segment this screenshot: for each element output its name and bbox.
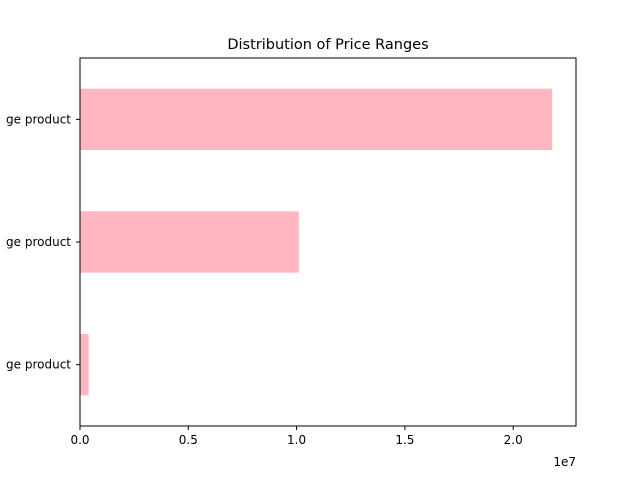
chart-title: Distribution of Price Ranges [227, 37, 428, 53]
x-axis-offset-label: 1e7 [553, 455, 576, 469]
bar-1 [80, 211, 299, 273]
bar-0 [80, 334, 89, 396]
y-axis-ticks: ge product ge product ge product [6, 112, 80, 372]
bar-2 [80, 88, 553, 150]
bars-group [80, 88, 553, 396]
x-tick-label-2: 1.0 [287, 433, 306, 447]
x-tick-label-3: 1.5 [395, 433, 414, 447]
x-tick-label-4: 2.0 [504, 433, 523, 447]
y-tick-label-2: ge product [6, 112, 71, 126]
x-tick-label-0: 0.0 [70, 433, 89, 447]
x-axis-ticks: 0.0 0.5 1.0 1.5 2.0 [70, 426, 523, 447]
x-tick-label-1: 0.5 [179, 433, 198, 447]
y-tick-label-0: ge product [6, 358, 71, 372]
y-tick-label-1: ge product [6, 235, 71, 249]
